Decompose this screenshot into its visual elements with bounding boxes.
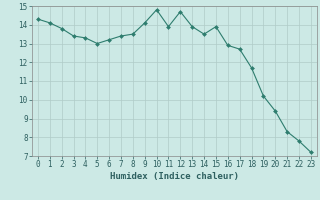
X-axis label: Humidex (Indice chaleur): Humidex (Indice chaleur) bbox=[110, 172, 239, 181]
